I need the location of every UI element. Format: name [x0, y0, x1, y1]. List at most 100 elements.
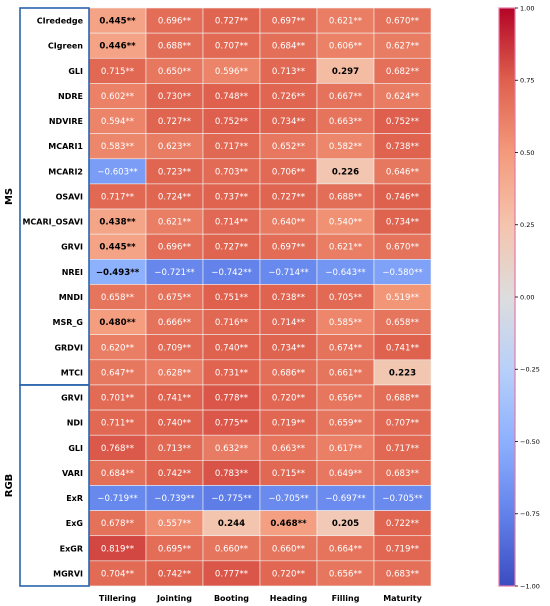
heatmap-cell [88, 485, 147, 511]
row-label: MSR_G [53, 318, 83, 327]
cell-value-label: 0.674** [329, 343, 363, 353]
heatmap-cell [88, 510, 147, 537]
cell-value-label: 0.748** [215, 92, 249, 102]
cell-value-label: 0.734** [272, 343, 306, 353]
heatmap-cell [202, 183, 261, 210]
heatmap-cell [316, 460, 375, 486]
cell-value-label: 0.468** [270, 519, 307, 529]
colorbar-tick-label: 0.00 [520, 293, 534, 301]
cell-value-label: 0.688** [386, 394, 420, 404]
heatmap-cell [202, 510, 261, 537]
cell-value-label: −0.643** [325, 268, 366, 278]
heatmap-cell [373, 158, 432, 185]
heatmap-cell [316, 485, 375, 511]
cell-value-label: 0.602** [101, 92, 135, 102]
cell-value-label: 0.751** [215, 293, 249, 303]
heatmap-cell [259, 359, 318, 386]
row-label: MCARI2 [48, 167, 83, 176]
cell-value-label: 0.741** [158, 394, 192, 404]
column-label: Booting [214, 594, 249, 603]
heatmap-cell [259, 384, 318, 411]
cell-value-label: 0.738** [272, 293, 306, 303]
heatmap-cell [316, 233, 375, 260]
cell-value-label: 0.647** [101, 368, 135, 378]
cell-value-label: 0.660** [272, 544, 306, 554]
cell-value-label: 0.664** [329, 544, 363, 554]
heatmap-cell [259, 485, 318, 511]
column-label: Tillering [99, 594, 136, 603]
cell-value-label: 0.658** [386, 318, 420, 328]
heatmap-cell [373, 309, 432, 335]
heatmap-cell [373, 535, 432, 562]
cell-value-label: 0.540** [329, 218, 363, 228]
heatmap-cell [373, 57, 432, 84]
cell-value-label: 0.717** [101, 192, 135, 202]
heatmap-cell [145, 208, 204, 235]
heatmap-cell [88, 233, 147, 260]
colorbar: 1.00 0.75 0.50 0.25 0.00 −0.25 −0.50 −0.75 −1.00 [498, 4, 540, 590]
cell-value-label: 0.707** [386, 419, 420, 429]
cell-value-label: 0.720** [272, 394, 306, 404]
cell-value-label: 0.656** [329, 394, 363, 404]
row-label: ExG [66, 519, 83, 528]
heatmap-cell [259, 460, 318, 486]
cell-value-label: 0.627** [386, 42, 420, 52]
heatmap-cell [145, 485, 204, 511]
cell-value-label: 0.746** [386, 192, 420, 202]
cell-value-label: 0.621** [329, 243, 363, 253]
row-label: ExR [66, 494, 83, 503]
heatmap-cell [145, 510, 204, 537]
cell-value-label: −0.705** [268, 494, 309, 504]
cell-value-label: 0.594** [101, 117, 135, 127]
cell-value-label: 0.778** [215, 394, 249, 404]
heatmap-cell [373, 258, 432, 285]
cell-value-label: 0.683** [386, 569, 420, 579]
cell-value-label: 0.678** [101, 519, 135, 529]
heatmap-cell [202, 158, 261, 185]
cell-value-label: 0.650** [158, 67, 192, 77]
cell-value-label: 0.646** [386, 167, 420, 177]
cell-value-label: 0.688** [158, 42, 192, 52]
heatmap-cell [202, 284, 261, 310]
cell-value-label: 0.297 [332, 67, 359, 77]
cell-value-label: 0.738** [386, 142, 420, 152]
heatmap-cell [316, 83, 375, 109]
cell-value-label: 0.244 [218, 519, 245, 529]
cell-value-label: 0.705** [329, 293, 363, 303]
cell-value-label: 0.731** [215, 368, 249, 378]
heatmap-cell [145, 309, 204, 335]
cell-value-label: 0.714** [272, 318, 306, 328]
heatmap-cell [145, 233, 204, 260]
column-label: Jointing [156, 594, 192, 603]
heatmap-cell [259, 258, 318, 285]
row-label: MCARI_OSAVI [22, 218, 83, 227]
cell-value-label: 0.623** [158, 142, 192, 152]
cell-value-label: 0.711** [101, 419, 135, 429]
cell-value-label: 0.663** [329, 117, 363, 127]
heatmap-cell [88, 284, 147, 310]
colorbar-tick-label: −0.50 [520, 438, 540, 446]
cell-value-label: 0.713** [272, 67, 306, 77]
column-labels: Tillering Jointing Booting Heading Filling Ma… [99, 594, 423, 603]
heatmap-cell [259, 535, 318, 562]
heatmap-cell [202, 434, 261, 461]
cell-value-label: 0.722** [386, 519, 420, 529]
row-label: GLI [68, 444, 83, 453]
heatmap-cell [202, 309, 261, 335]
cell-value-label: 0.557** [158, 519, 192, 529]
cell-value-label: 0.719** [386, 544, 420, 554]
heatmap-cell [259, 57, 318, 84]
cell-value-label: 0.585** [329, 318, 363, 328]
cell-value-label: 0.684** [101, 469, 135, 479]
cell-value-label: 0.683** [386, 469, 420, 479]
heatmap-cell [145, 284, 204, 310]
cell-value-label: 0.649** [329, 469, 363, 479]
cell-value-label: 0.752** [386, 117, 420, 127]
cell-value-label: 0.716** [215, 318, 249, 328]
cell-value-label: 0.719** [272, 419, 306, 429]
column-label: Maturity [383, 594, 422, 603]
heatmap-cell [88, 409, 147, 436]
cell-value-label: 0.734** [386, 218, 420, 228]
cell-value-label: 0.819** [101, 544, 135, 554]
heatmap-cell [373, 460, 432, 486]
